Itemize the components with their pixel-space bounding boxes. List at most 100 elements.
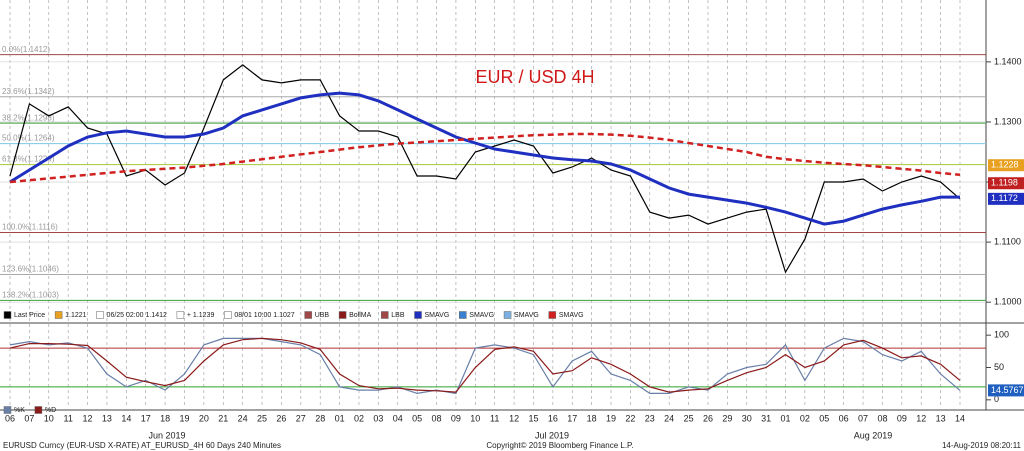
last-value-label: 1.1198 [991,178,1018,188]
x-tick-label: 26 [276,413,286,423]
y-tick-label: 0 [994,394,999,404]
x-tick-label: 19 [606,413,616,423]
y-tick-label: 1.1000 [994,297,1022,307]
level-label: 138.2%(1.1003) [2,290,59,299]
x-tick-label: 07 [24,413,34,423]
legend-swatch [3,406,12,414]
last-value-label: 1.1172 [991,193,1018,203]
legend-swatch [176,311,185,319]
legend-label: + 1.1239 [187,312,215,319]
x-tick-label: 10 [44,413,54,423]
y-tick-label: 100 [994,330,1009,340]
x-tick-label: 24 [664,413,674,423]
legend-label: SMAVG [469,312,494,319]
x-tick-label: 03 [373,413,383,423]
last-value-box [988,192,1024,205]
x-tick-label: 28 [315,413,325,423]
last-value-box [988,159,1024,172]
legend-swatch [34,406,43,414]
level-label: 0.0%(1.1412) [2,45,50,54]
level-label: 61.8%(1.1229) [2,155,55,164]
legend-label: %D [45,407,56,414]
x-tick-label: 23 [645,413,655,423]
y-tick-label: 1.1100 [994,236,1021,246]
legend-label: Last Price [14,312,45,319]
x-tick-label: 24 [238,413,248,423]
x-tick-label: 09 [897,413,907,423]
y-tick-label: 1.1400 [994,56,1022,66]
level-label: 123.6%(1.1046) [2,265,59,274]
legend-swatch [304,311,312,319]
x-tick-label: 20 [199,413,209,423]
x-tick-label: 27 [296,413,306,423]
footer-text: EURUSD Curncy (EUR-USD X-RATE) AT_EURUSD… [3,441,281,450]
x-tick-label: 06 [5,413,15,423]
x-tick-label: 11 [490,413,499,423]
legend-label: BollMA [349,312,372,319]
legend-label: 08/01 10:00 1.1027 [234,312,294,319]
x-tick-label: 16 [548,413,558,423]
level-label: 50.0%(1.1264) [2,134,55,143]
x-tick-label: 21 [218,413,228,423]
x-tick-label: 18 [160,413,170,423]
series-line [9,132,961,184]
x-tick-label: 31 [761,413,771,423]
x-tick-label: 01 [335,413,345,423]
x-tick-label: 18 [587,413,597,423]
legend-label: SMAVG [559,312,584,319]
chart-title: EUR / USD 4H [475,67,594,87]
legend-swatch [548,311,557,319]
x-tick-label: 04 [393,413,403,423]
series-line [9,337,961,393]
last-value-label: 1.1228 [991,160,1019,170]
legend-label: SMAVG [514,312,539,319]
series-line [9,91,960,226]
y-tick-label: 50 [994,362,1004,372]
x-tick-label: 25 [684,413,694,423]
x-tick-label: 26 [703,413,713,423]
y-tick-label: 1.1300 [994,116,1022,126]
legend-swatch [503,311,512,319]
x-tick-label: 02 [800,413,810,423]
footer-text: 14-Aug-2019 08:20:11 [942,441,1022,450]
month-label: Jul 2019 [535,430,569,440]
x-tick-label: 08 [432,413,442,423]
legend-label: LBB [391,312,405,319]
x-tick-label: 29 [722,413,732,423]
x-tick-label: 19 [179,413,189,423]
legend-swatch [338,311,347,319]
legend-swatch [96,311,104,319]
x-tick-label: 12 [509,413,519,423]
footer-text: Copyright© 2019 Bloomberg Finance L.P. [486,441,633,450]
x-tick-label: 06 [839,413,849,423]
last-value-box [988,384,1024,397]
x-tick-label: 02 [354,413,364,423]
x-tick-label: 17 [567,413,577,423]
x-tick-label: 17 [141,413,151,423]
legend-label: 1.1221 [65,312,87,319]
level-label: 38.2%(1.1298) [2,113,55,122]
legend-label: 06/25 02:00 1.1412 [107,312,167,319]
legend-swatch [414,311,422,319]
legend-swatch [54,311,63,319]
level-label: 100.0%(1.1116) [2,223,58,232]
x-tick-label: 14 [121,413,131,423]
x-tick-label: 01 [781,413,791,423]
legend-label: SMAVG [425,312,450,319]
x-tick-label: 11 [63,413,72,423]
x-tick-label: 05 [412,413,422,423]
level-label: 23.6%(1.1342) [2,87,55,96]
last-value-box [988,177,1024,190]
series-line [9,64,961,274]
legend-swatch [459,311,467,319]
x-tick-label: 09 [451,413,461,423]
month-label: Aug 2019 [854,430,893,440]
last-value-label: 14.5767 [991,385,1024,395]
month-label: Jun 2019 [148,430,185,440]
legend-label: %K [14,407,25,414]
series-line [9,337,961,395]
x-tick-label: 15 [528,413,538,423]
x-tick-label: 13 [102,413,112,423]
